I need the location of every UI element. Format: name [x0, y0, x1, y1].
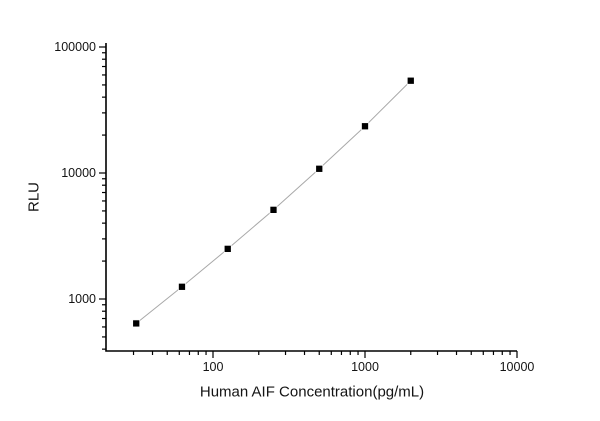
x-tick-label: 1000 [351, 360, 379, 374]
x-tick-label: 100 [203, 360, 224, 374]
data-point-marker [315, 164, 324, 173]
x-axis-ticks: 100 1000 10000 [132, 351, 535, 374]
y-tick-label: 100000 [54, 40, 96, 54]
y-tick-label: 10000 [61, 166, 96, 180]
data-point-marker [132, 319, 141, 328]
x-tick-label: 10000 [500, 360, 535, 374]
y-axis-ticks: 1000 10000 100000 [54, 40, 106, 350]
data-point-marker [361, 122, 369, 131]
axis-frame [105, 43, 517, 352]
y-axis-title: RLU [25, 181, 43, 213]
data-point-marker [223, 245, 232, 253]
data-point-marker [178, 282, 186, 291]
axes [105, 43, 517, 352]
data-point-marker [269, 205, 278, 214]
x-axis-title: Human AIF Concentration(pg/mL) [199, 383, 425, 401]
series-line [135, 80, 412, 324]
data-point-marker [406, 76, 415, 85]
data-series [132, 76, 415, 328]
y-tick-label: 1000 [68, 292, 96, 306]
